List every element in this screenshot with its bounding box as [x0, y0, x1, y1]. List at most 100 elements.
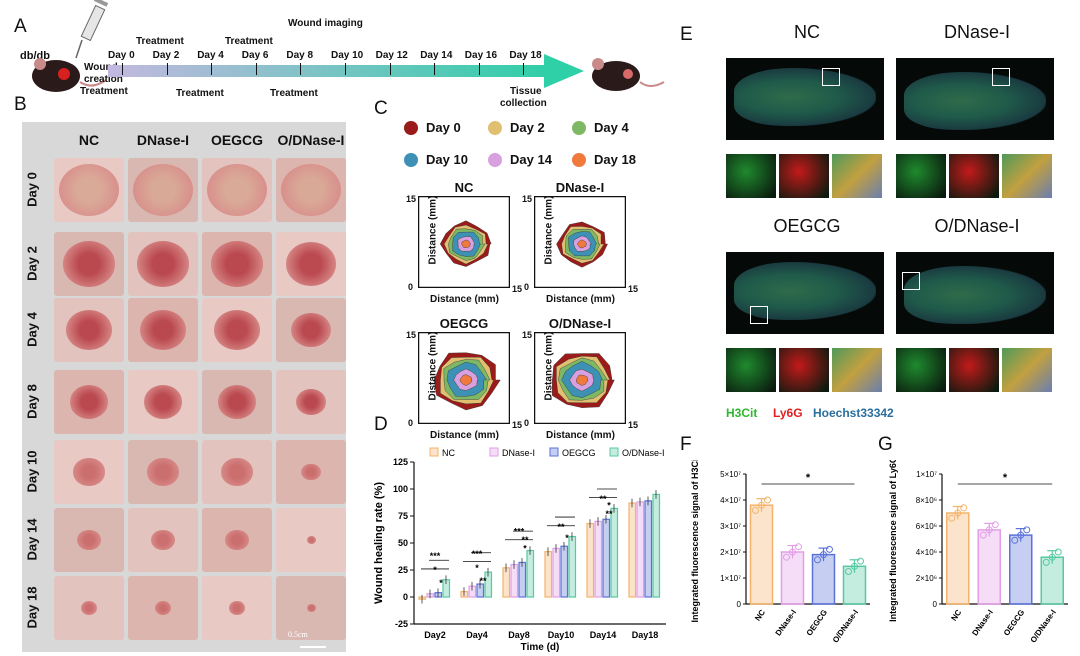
photo-row-header: Day 2 [24, 246, 40, 281]
y-tick-label: 0 [403, 592, 408, 602]
fluor-overview [896, 252, 1054, 334]
data-point [814, 556, 821, 564]
data-point [960, 504, 968, 512]
mouse-illustration [32, 0, 109, 92]
contour-tick-max-x: 15 [628, 420, 639, 430]
wound-area [228, 600, 246, 616]
contour-shape [461, 239, 471, 248]
wound-area [133, 164, 193, 216]
timeline-tick [255, 63, 257, 75]
data-point [1011, 536, 1019, 544]
wound-area [210, 241, 264, 287]
zoom-box [902, 272, 920, 290]
data-point [764, 496, 771, 504]
y-tick-label: 0 [737, 600, 742, 609]
panel-label-d: D [374, 414, 388, 435]
y-axis-label: Wound healing rate (%) [373, 482, 385, 604]
significance-star: ** [557, 522, 565, 532]
legend-swatch [489, 447, 499, 457]
significance-star: * [806, 472, 811, 484]
wound-area [306, 536, 316, 544]
contour-tick-max-y: 15 [522, 194, 533, 204]
x-tick-label: O/DNase-I [1029, 608, 1058, 644]
y-tick-label: 8×10⁶ [916, 496, 937, 505]
timeline-day-label: Day 16 [464, 50, 498, 61]
creation-label-1: Wound [84, 62, 118, 73]
significance-star: * [1003, 472, 1008, 484]
fluor-channel [949, 348, 999, 392]
y-tick-label: 4×10⁶ [916, 548, 937, 557]
contour-tick-max-x: 15 [512, 420, 523, 430]
tissue-section [734, 68, 876, 126]
legend-dot [404, 120, 418, 135]
fluor-scale-bar-zoom [1024, 394, 1054, 397]
contour-tick-zero: 0 [408, 418, 414, 428]
contour-xlabel: Distance (mm) [430, 430, 499, 441]
legend-label: DNase-I [502, 448, 535, 458]
y-tick-label: 50 [398, 538, 408, 548]
legend-label: Day 10 [426, 152, 468, 167]
contour-tick-zero: 0 [524, 282, 530, 292]
data-point [948, 514, 956, 522]
contour-tick-max-y: 15 [406, 330, 417, 340]
significance-star: ** [479, 576, 487, 586]
legend-label: Day 18 [594, 152, 636, 167]
creation-label-3: Treatment [80, 86, 128, 97]
contour-shape [459, 374, 473, 386]
panel-label-c: C [374, 98, 388, 119]
timeline-tick [345, 63, 346, 75]
contour-legend-item: Day 2 [488, 120, 545, 135]
timeline-tick [478, 63, 480, 75]
fluor-channel [949, 154, 999, 198]
contour-xlabel: Distance (mm) [546, 294, 615, 305]
significance-star: * [565, 533, 569, 543]
wound-photo [128, 576, 198, 640]
contour-legend-item: Day 4 [572, 120, 629, 135]
bar [594, 520, 603, 598]
wound-area [140, 310, 186, 350]
wound-photo [202, 440, 272, 504]
wound-photo [128, 370, 198, 434]
wound-photo [54, 158, 124, 222]
timeline-tick [300, 63, 302, 75]
data-point [1017, 531, 1025, 539]
data-point [845, 568, 852, 575]
bar [610, 507, 619, 598]
photo-row-header: Day 4 [24, 312, 40, 347]
tissue-section [904, 72, 1046, 130]
bar [977, 529, 1001, 605]
fluor-channel [779, 348, 829, 392]
data-point [1023, 526, 1031, 534]
fluor-legend-label: H3Cit [726, 406, 758, 420]
data-point [979, 531, 987, 539]
tissue-label-2: collection [500, 98, 547, 109]
bar [602, 518, 611, 598]
wound-area [77, 529, 101, 551]
panel-label-f: F [680, 434, 692, 455]
treatment-bottom-1: Treatment [176, 88, 224, 99]
significance-star: * [607, 500, 611, 510]
x-tick-label: NC [753, 608, 767, 623]
fluor-title: DNase-I [943, 22, 1010, 42]
treatment-top-2: Treatment [225, 36, 273, 47]
y-tick-label: 4×10⁷ [720, 496, 741, 505]
x-tick-label: Day10 [548, 630, 575, 640]
wound-imaging-label: Wound imaging [288, 18, 363, 29]
wound-photo [128, 298, 198, 362]
wound-photo [54, 298, 124, 362]
bar [586, 522, 595, 598]
wound-photo [276, 576, 346, 640]
fluor-channel [896, 348, 946, 392]
y-tick-label: 2×10⁶ [916, 574, 937, 583]
data-point [820, 551, 827, 559]
timeline-tick [166, 63, 168, 75]
data-point [857, 557, 864, 565]
y-tick-label: 2×10⁷ [720, 548, 741, 557]
significance-star: * [475, 563, 479, 573]
zoom-box [992, 68, 1010, 86]
wound-area [136, 241, 190, 287]
legend-dot [488, 152, 502, 167]
fluor-channel [779, 154, 829, 198]
contour-title: O/DNase-I [548, 316, 612, 331]
significance-star: ** [521, 535, 529, 545]
